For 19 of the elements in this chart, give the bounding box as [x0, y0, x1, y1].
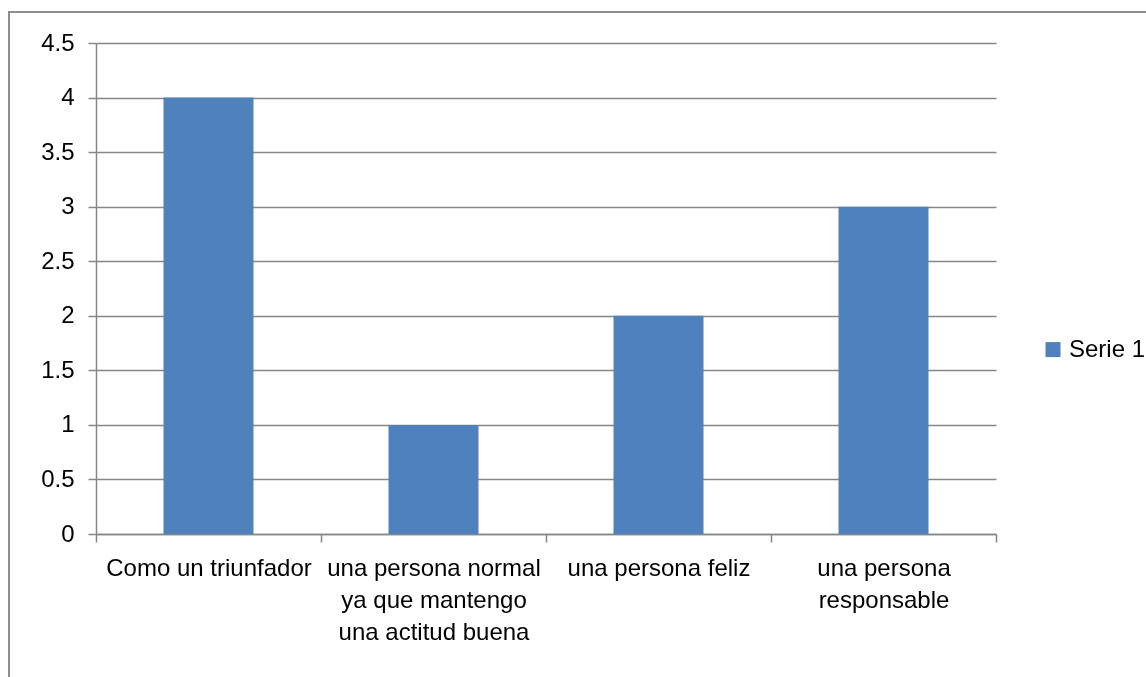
y-tick-label: 1: [61, 410, 75, 438]
y-tick-label: 2: [61, 301, 75, 329]
bar: [838, 206, 929, 534]
y-tick-label: 3: [61, 192, 75, 220]
y-tick-label: 0.5: [41, 464, 75, 492]
x-tick-label: una persona responsable: [817, 553, 952, 613]
y-tick-label: 0: [61, 519, 75, 547]
legend-label: Serie 1: [1069, 334, 1146, 362]
bar: [388, 424, 479, 534]
y-tick-label: 2.5: [41, 246, 75, 274]
x-tick-label: una persona normal ya que mantengo una actitud buena: [327, 553, 541, 645]
bar: [613, 315, 704, 534]
y-tick-label: 4: [61, 83, 75, 111]
bar: [163, 97, 254, 534]
x-tick-label: una persona feliz: [567, 553, 751, 581]
y-tick-label: 3.5: [41, 137, 75, 165]
y-tick-label: 1.5: [41, 355, 75, 383]
y-tick-label: 4.5: [41, 28, 75, 56]
x-tick-label: Como un triunfador: [106, 553, 312, 581]
